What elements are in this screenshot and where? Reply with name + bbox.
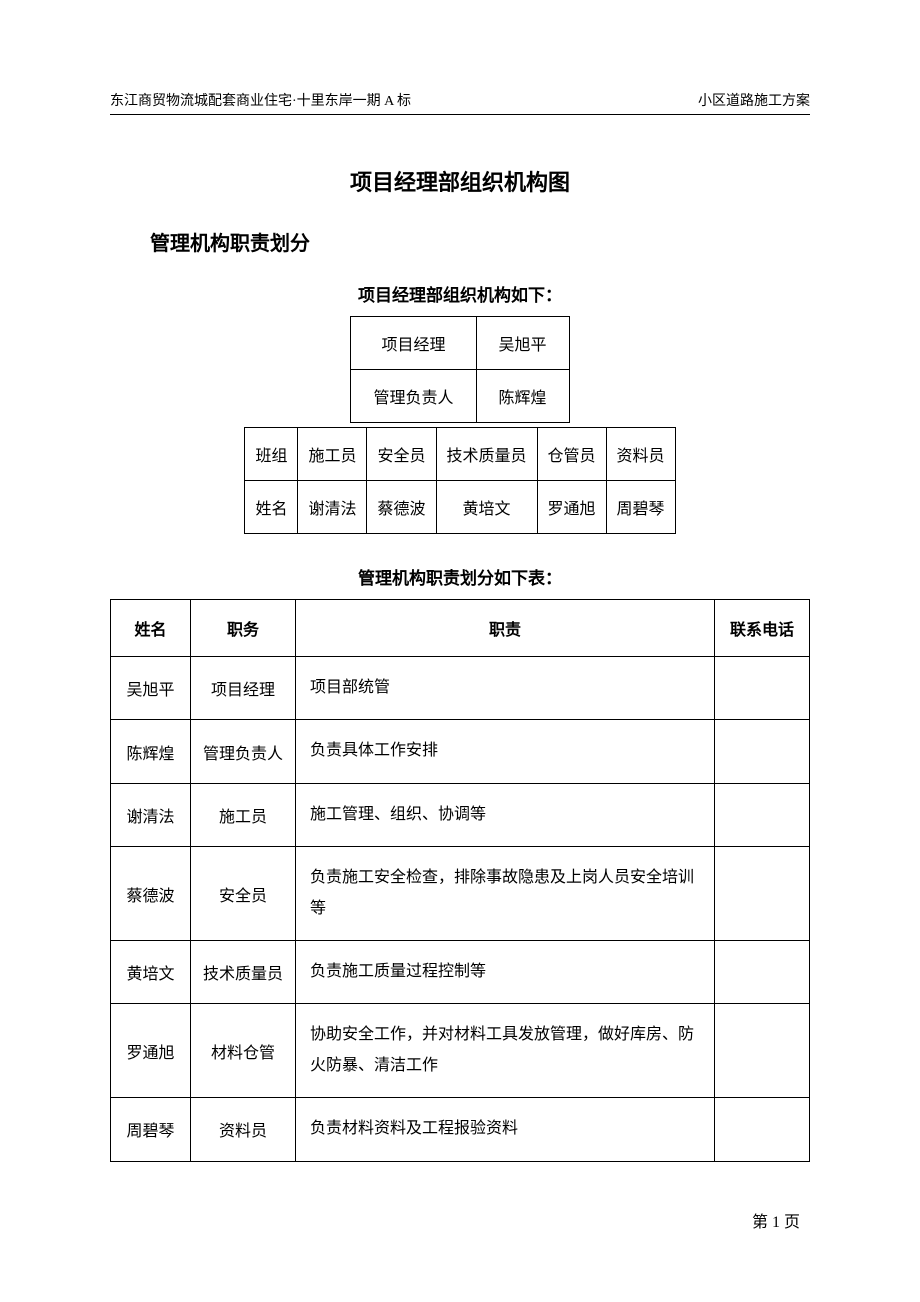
- org-name-cell: 吴旭平: [476, 317, 569, 370]
- page-footer: 第 1 页: [752, 1208, 800, 1232]
- org-name-cell: 姓名: [245, 481, 298, 534]
- org-header-cell: 技术质量员: [436, 428, 537, 481]
- org-header-cell: 资料员: [606, 428, 675, 481]
- duty-name: 谢清法: [111, 783, 191, 846]
- table-row: 周碧琴 资料员 负责材料资料及工程报验资料: [111, 1098, 810, 1161]
- table-row: 吴旭平 项目经理 项目部统管: [111, 657, 810, 720]
- header-left: 东江商贸物流城配套商业住宅·十里东岸一期 A 标: [110, 90, 411, 110]
- duty-position: 管理负责人: [191, 720, 296, 783]
- duty-name: 蔡德波: [111, 847, 191, 941]
- duty-desc: 负责具体工作安排: [296, 720, 715, 783]
- duty-name: 陈辉煌: [111, 720, 191, 783]
- duty-desc: 协助安全工作，并对材料工具发放管理，做好库房、防火防暴、清洁工作: [296, 1004, 715, 1098]
- duty-position: 资料员: [191, 1098, 296, 1161]
- org-header-cell: 班组: [245, 428, 298, 481]
- duty-table-caption: 管理机构职责划分如下表：: [110, 564, 810, 589]
- duty-phone: [715, 783, 810, 846]
- duty-position: 安全员: [191, 847, 296, 941]
- duty-col-duty: 职责: [296, 600, 715, 657]
- org-header-cell: 施工员: [298, 428, 367, 481]
- table-row: 班组 施工员 安全员 技术质量员 仓管员 资料员: [245, 428, 675, 481]
- org-role-cell: 项目经理: [351, 317, 476, 370]
- header-right: 小区道路施工方案: [698, 90, 810, 110]
- duty-position: 项目经理: [191, 657, 296, 720]
- duty-desc: 项目部统管: [296, 657, 715, 720]
- duty-col-name: 姓名: [111, 600, 191, 657]
- table-row: 谢清法 施工员 施工管理、组织、协调等: [111, 783, 810, 846]
- duty-position: 施工员: [191, 783, 296, 846]
- duty-desc: 负责施工安全检查，排除事故隐患及上岗人员安全培训等: [296, 847, 715, 941]
- org-top-table: 项目经理 吴旭平 管理负责人 陈辉煌: [350, 316, 569, 423]
- table-row: 项目经理 吴旭平: [351, 317, 569, 370]
- duty-name: 吴旭平: [111, 657, 191, 720]
- org-structure-caption: 项目经理部组织机构如下：: [110, 281, 810, 306]
- org-header-cell: 仓管员: [537, 428, 606, 481]
- duty-name: 黄培文: [111, 940, 191, 1003]
- table-row: 姓名 谢清法 蔡德波 黄培文 罗通旭 周碧琴: [245, 481, 675, 534]
- table-row: 蔡德波 安全员 负责施工安全检查，排除事故隐患及上岗人员安全培训等: [111, 847, 810, 941]
- duty-phone: [715, 1098, 810, 1161]
- duty-phone: [715, 1004, 810, 1098]
- table-row: 黄培文 技术质量员 负责施工质量过程控制等: [111, 940, 810, 1003]
- section-heading: 管理机构职责划分: [150, 227, 810, 256]
- duty-table: 姓名 职务 职责 联系电话 吴旭平 项目经理 项目部统管 陈辉煌 管理负责人 负…: [110, 599, 810, 1162]
- table-row: 陈辉煌 管理负责人 负责具体工作安排: [111, 720, 810, 783]
- duty-position: 材料仓管: [191, 1004, 296, 1098]
- org-role-cell: 管理负责人: [351, 370, 476, 423]
- org-name-cell: 谢清法: [298, 481, 367, 534]
- duty-col-position: 职务: [191, 600, 296, 657]
- duty-phone: [715, 720, 810, 783]
- duty-name: 罗通旭: [111, 1004, 191, 1098]
- page-header: 东江商贸物流城配套商业住宅·十里东岸一期 A 标 小区道路施工方案: [110, 90, 810, 115]
- page-title: 项目经理部组织机构图: [110, 165, 810, 197]
- duty-desc: 施工管理、组织、协调等: [296, 783, 715, 846]
- duty-phone: [715, 847, 810, 941]
- org-name-cell: 罗通旭: [537, 481, 606, 534]
- duty-desc: 负责施工质量过程控制等: [296, 940, 715, 1003]
- table-header-row: 姓名 职务 职责 联系电话: [111, 600, 810, 657]
- duty-desc: 负责材料资料及工程报验资料: [296, 1098, 715, 1161]
- org-name-cell: 蔡德波: [367, 481, 436, 534]
- table-row: 管理负责人 陈辉煌: [351, 370, 569, 423]
- org-bottom-table: 班组 施工员 安全员 技术质量员 仓管员 资料员 姓名 谢清法 蔡德波 黄培文 …: [244, 427, 675, 534]
- duty-phone: [715, 657, 810, 720]
- duty-col-phone: 联系电话: [715, 600, 810, 657]
- org-name-cell: 黄培文: [436, 481, 537, 534]
- org-header-cell: 安全员: [367, 428, 436, 481]
- duty-phone: [715, 940, 810, 1003]
- org-name-cell: 周碧琴: [606, 481, 675, 534]
- table-row: 罗通旭 材料仓管 协助安全工作，并对材料工具发放管理，做好库房、防火防暴、清洁工…: [111, 1004, 810, 1098]
- duty-name: 周碧琴: [111, 1098, 191, 1161]
- duty-position: 技术质量员: [191, 940, 296, 1003]
- org-name-cell: 陈辉煌: [476, 370, 569, 423]
